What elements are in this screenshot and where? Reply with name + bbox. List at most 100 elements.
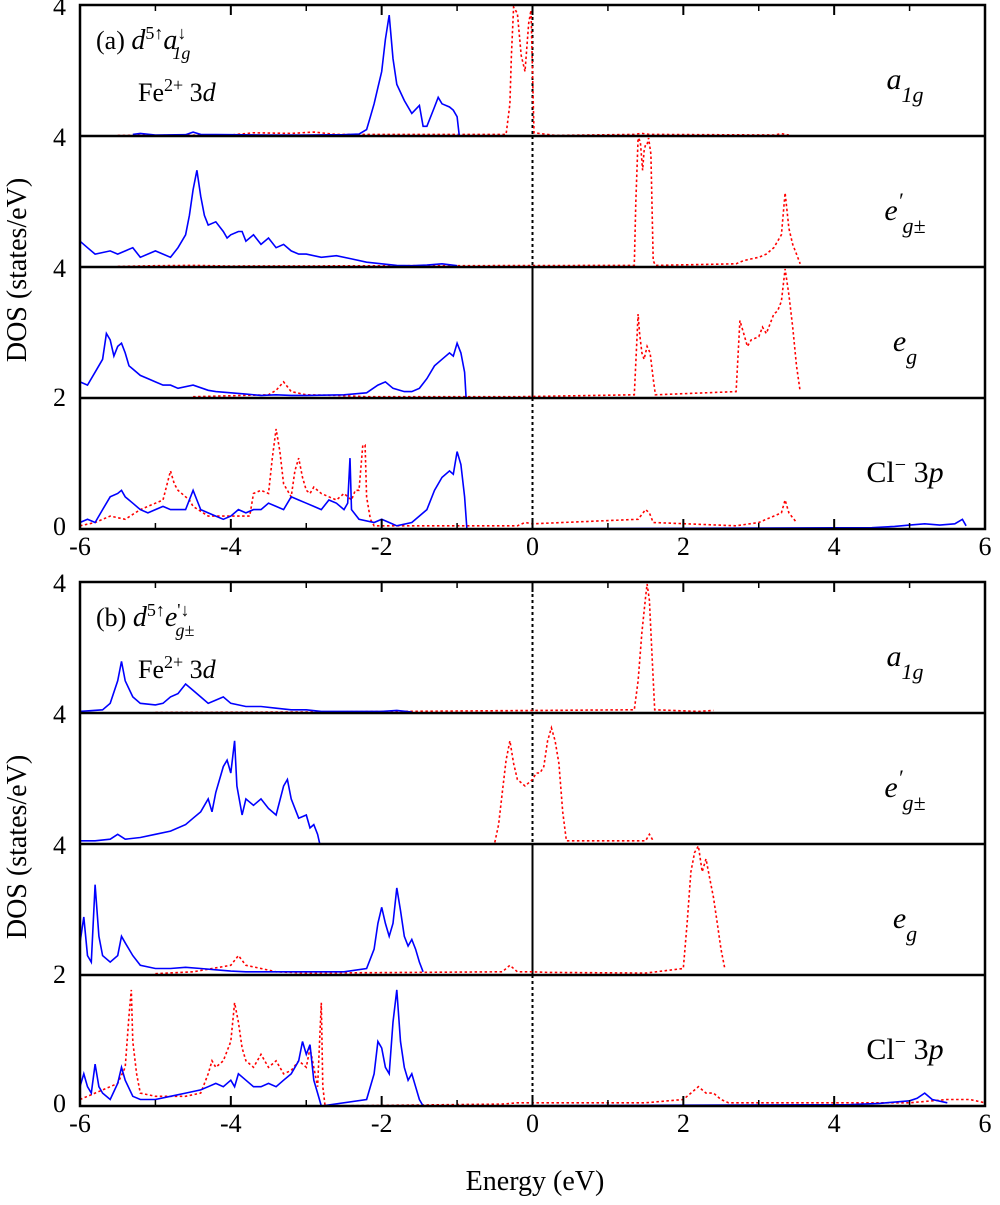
x-tick-label: 4 [828,1109,841,1138]
panel-label: (b) d5↑e'↓ g± [96,600,195,640]
row-b-1: e′g± [80,711,985,845]
y-tick-label: 2 [53,383,66,412]
x-tick-label: 2 [677,532,690,561]
panel-label-sup2: ↓ [177,23,186,43]
row-label-main: e [884,771,897,804]
x-axis-label: Energy (eV) [466,1166,605,1197]
panel-label-d: d [133,602,148,633]
row-label: a1g [887,640,924,684]
panel-fe-label: Fe2+ 3d [138,75,217,107]
x-tick-label: -4 [220,532,242,561]
fe-sup: 2+ [164,652,183,672]
y-tick-label: 4 [53,569,66,598]
y-tick-label: 0 [53,512,66,541]
row-label-sup: − [895,454,906,476]
fe-sup: 2+ [164,75,183,95]
fe-d: d [203,78,217,107]
row-label-main: a [887,63,902,96]
panel-label-letter: (b) [96,603,133,632]
y-tick-label: 4 [53,831,66,860]
series-spin-down-line [155,583,714,714]
row-label-sub: g [906,921,917,946]
row-b-3: Cl− 3p [79,973,986,1107]
panel-fe-label: Fe2+ 3d [138,652,217,684]
row-label-prime: ′ [898,765,904,790]
panel-label-sup: 5↑ [147,600,165,620]
y-tick-label: 4 [53,700,66,729]
x-tick-label: 6 [979,532,992,561]
panel-label-sub: g± [176,620,195,640]
x-tick-label: 4 [828,532,841,561]
row-label-sub: 1g [902,82,924,107]
x-tick-label: -6 [69,532,91,561]
series-spin-up-line [79,331,467,399]
series-spin-up-line [79,661,412,713]
series-spin-up-line [79,989,948,1107]
y-axis-label: DOS (states/eV) [2,755,33,939]
series-spin-up-line [132,14,461,137]
row-label: a1g [887,63,924,107]
row-label-sup: − [895,1031,906,1053]
y-tick-label: 4 [53,0,66,21]
panel-label-sub: 1g [172,43,190,63]
row-label-main: Cl [866,1033,894,1066]
row-label-sub: 1g [902,659,924,684]
panel-label-orb: a [163,25,177,56]
series-spin-down-line [193,268,801,398]
fe-text: Fe [138,78,164,107]
row-label-tail: 3 [906,456,929,489]
row-label-tail: 3 [906,1033,929,1066]
row-label: eg [893,325,917,369]
x-tick-label: 6 [979,1109,992,1138]
row-label-main: e [884,194,897,227]
x-tick-label: -2 [371,1109,393,1138]
row-label: eg [893,902,917,946]
x-tick-label: 0 [526,1109,539,1138]
series-spin-down-line [79,428,798,527]
row-label-sub: g [906,344,917,369]
series-spin-up-line [79,451,967,530]
row-label-italic: p [927,1033,944,1066]
row-a-0: a1g [117,4,924,137]
row-a-3: Cl− 3p [79,396,985,530]
series-spin-down-line [155,843,726,975]
fe-orb: 3 [183,655,203,684]
x-tick-label: -2 [371,532,393,561]
row-label-main: e [893,325,906,358]
y-tick-label: 4 [53,123,66,152]
series-spin-down-line [117,4,790,137]
row-a-1: e′g± [79,134,985,268]
row-b-0: a1g [79,582,924,714]
row-label: Cl− 3p [866,454,943,489]
y-tick-label: 0 [53,1089,66,1118]
panel-label-letter: (a) [96,26,131,55]
panel-label-sup: 5↑ [145,23,163,43]
row-label: e′g± [884,188,925,238]
fe-d: d [203,655,217,684]
series-spin-down-line [79,989,986,1107]
panel-label: (a) d5↑a↓ 1g [96,23,190,63]
row-label-sub: g± [903,213,926,238]
row-a-2: eg [79,265,985,399]
row-label-italic: p [927,456,944,489]
series-spin-down-line [117,135,801,268]
row-label-main: e [893,902,906,935]
series-spin-up-line [79,170,458,267]
x-tick-label: 2 [677,1109,690,1138]
row-label-sub: g± [903,790,926,815]
panel-label-sup2: '↓ [177,600,189,620]
series-spin-up-line [80,740,321,845]
row-label-main: a [887,640,902,673]
row-label-prime: ′ [898,188,904,213]
y-tick-label: 4 [53,254,66,283]
row-label-main: Cl [866,456,894,489]
row-label: Cl− 3p [866,1031,943,1066]
row-b-2: eg [79,842,985,975]
series-spin-down-line [494,725,654,843]
y-tick-label: 2 [53,960,66,989]
x-tick-label: 0 [526,532,539,561]
